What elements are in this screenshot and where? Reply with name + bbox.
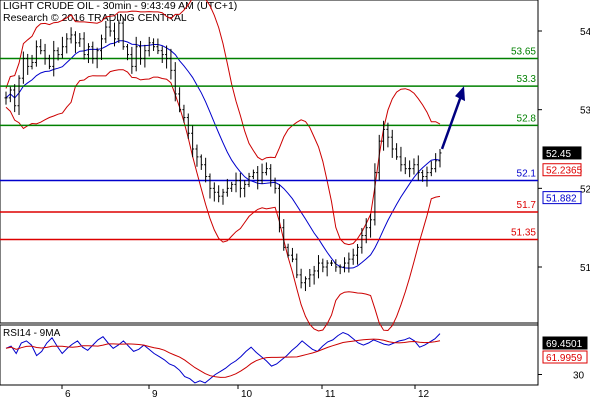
rsi-ma-line [5,338,441,378]
time-axis-ticks: 6 9 10 11 12 [61,385,430,400]
tick-label: 30 [573,371,585,382]
tick-label: 11 [325,389,336,400]
value-box-label: 52.2365 [546,166,583,177]
value-box-label: 61.9959 [546,353,583,364]
tick-label: 12 [418,389,430,400]
chart-title: LIGHT CRUDE OIL - 30min - 9:43:49 AM (UT… [3,0,238,12]
tick-label: 54 [580,27,590,38]
forecast-arrow [440,86,465,150]
level-label: 53.3 [517,74,537,85]
rsi-panel-frame [0,324,539,386]
arrow-head [455,86,465,102]
price-axis-ticks: 54 53 52 51 [538,27,590,274]
rsi-title: RSI14 - 9MA [3,328,61,339]
bollinger-bands [5,0,441,332]
value-box-label: 69.4501 [546,339,583,350]
tick-label: 9 [152,389,158,400]
tick-label: 53 [580,106,590,117]
tick-label: 10 [241,389,253,400]
tick-label: 6 [65,389,71,400]
level-label: 51.35 [511,227,536,238]
value-box [542,163,582,177]
rsi-axis-ticks: 30 [538,371,585,382]
rsi-line [5,331,441,384]
level-label: 53.65 [511,47,536,58]
level-label: 52.8 [517,113,537,124]
tick-label: 52 [580,184,590,195]
bollinger-lower [5,69,441,332]
level-label: 51.7 [517,200,537,211]
price-value-boxes: 52.45 52.2365 51.882 [542,146,583,205]
candlesticks [4,17,442,292]
rsi-lines [5,331,441,384]
price-panel-frame [0,0,539,324]
rsi-value-boxes: 69.4501 61.9959 [542,336,588,364]
value-box [542,146,582,160]
level-label: 52.1 [517,168,537,179]
support-resistance-levels: 53.65 53.3 52.8 52.1 51.7 51.35 [0,47,538,241]
value-box-label: 52.45 [546,149,571,160]
moving-average [5,40,441,269]
value-box-label: 51.882 [546,194,577,205]
bollinger-upper [5,0,441,246]
value-box [542,350,588,364]
ma-line [5,40,441,269]
value-box [542,336,588,350]
arrow-shaft [440,95,463,150]
value-box [542,191,582,205]
chart-copyright: Research © 2016 TRADING CENTRAL [3,12,187,24]
tick-label: 51 [580,263,590,274]
